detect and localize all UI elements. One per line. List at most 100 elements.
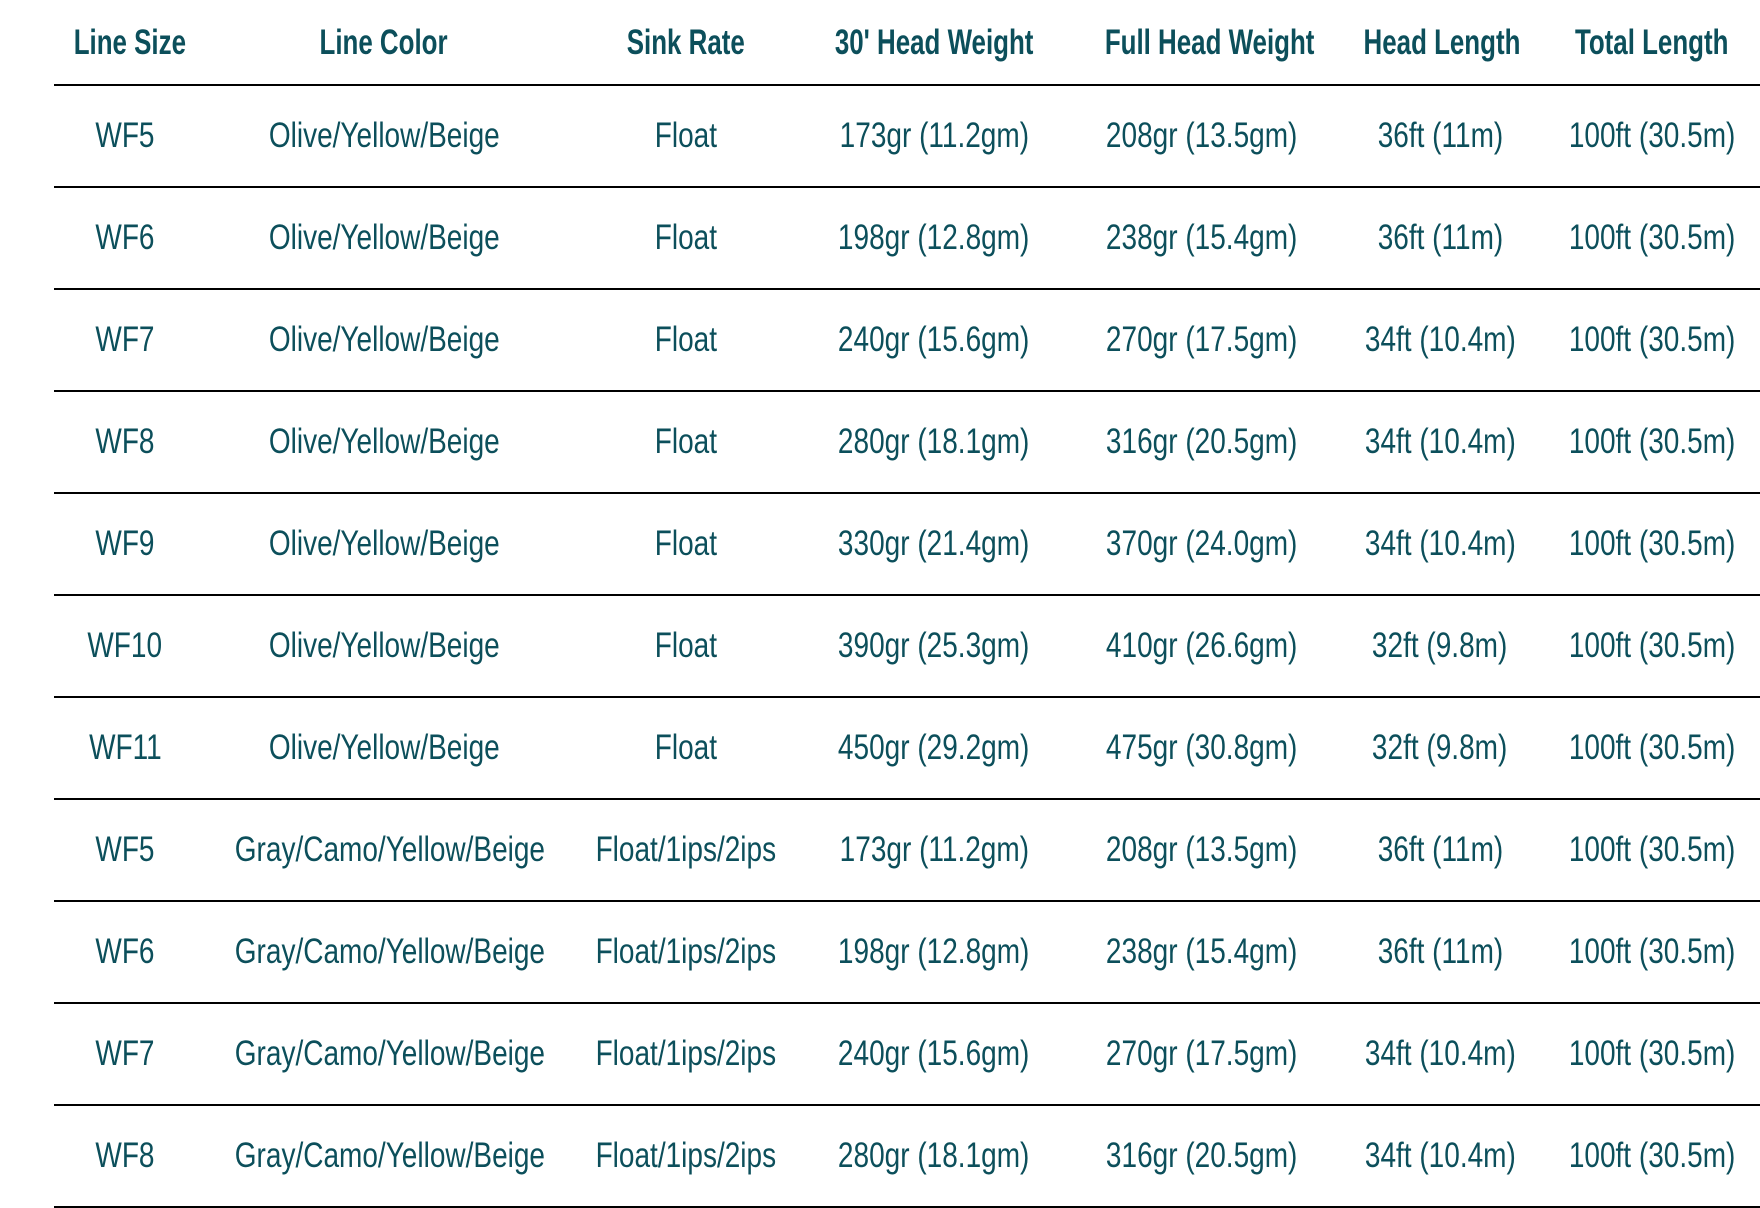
cell-full-head-weight: 410gr (26.6gm) [1068, 595, 1336, 698]
cell-value: 198gr (12.8gm) [838, 932, 1030, 971]
cell-sink-rate: Float/1ips/2ips [572, 799, 800, 902]
cell-value: WF10 [87, 626, 163, 665]
cell-value: Float [654, 320, 718, 359]
table-row: WF9 Olive/Yellow/Beige Float 330gr (21.4gm)… [54, 493, 1760, 596]
cell-head-length: 36ft (11m) [1336, 85, 1544, 188]
cell-value: 100ft (30.5m) [1568, 932, 1736, 971]
cell-value: Olive/Yellow/Beige [268, 320, 500, 359]
cell-30ft-head-weight: 280gr (18.1gm) [800, 1105, 1068, 1208]
cell-value: 316gr (20.5gm) [1106, 422, 1298, 461]
cell-sink-rate: Float [572, 85, 800, 188]
column-header-30ft-head-weight: 30' Head Weight [800, 0, 1068, 86]
cell-value: Float [654, 422, 718, 461]
cell-sink-rate: Float [572, 697, 800, 800]
cell-full-head-weight: 316gr (20.5gm) [1068, 1105, 1336, 1208]
cell-value: WF6 [95, 218, 155, 257]
cell-value: Float/1ips/2ips [595, 932, 777, 971]
cell-line-size: WF10 [54, 595, 196, 698]
column-header-label: Sink Rate [626, 23, 746, 62]
cell-value: 36ft (11m) [1377, 218, 1503, 257]
column-header-head-length: Head Length [1336, 0, 1544, 86]
cell-value: Float [654, 728, 718, 767]
table-row: WF11 Olive/Yellow/Beige Float 450gr (29.2gm… [54, 697, 1760, 800]
cell-value: 208gr (13.5gm) [1106, 116, 1298, 155]
column-header-sink-rate: Sink Rate [572, 0, 800, 86]
cell-full-head-weight: 316gr (20.5gm) [1068, 391, 1336, 494]
cell-total-length: 100ft (30.5m) [1544, 289, 1760, 392]
cell-sink-rate: Float [572, 391, 800, 494]
cell-head-length: 32ft (9.8m) [1336, 697, 1544, 800]
cell-value: 100ft (30.5m) [1568, 1034, 1736, 1073]
cell-value: 100ft (30.5m) [1568, 320, 1736, 359]
cell-value: 100ft (30.5m) [1568, 524, 1736, 563]
cell-value: Olive/Yellow/Beige [268, 728, 500, 767]
fly-line-spec-table: Line Size Line Color Sink Rate 30' Head Wei… [54, 0, 1760, 1208]
cell-value: Float/1ips/2ips [595, 1034, 777, 1073]
cell-30ft-head-weight: 450gr (29.2gm) [800, 697, 1068, 800]
cell-value: Float [654, 116, 718, 155]
cell-value: Olive/Yellow/Beige [268, 422, 500, 461]
cell-value: Float [654, 218, 718, 257]
cell-value: Float/1ips/2ips [595, 830, 777, 869]
cell-value: 100ft (30.5m) [1568, 830, 1736, 869]
table-row: WF7 Olive/Yellow/Beige Float 240gr (15.6gm)… [54, 289, 1760, 392]
cell-value: 450gr (29.2gm) [838, 728, 1030, 767]
cell-full-head-weight: 238gr (15.4gm) [1068, 901, 1336, 1004]
cell-sink-rate: Float [572, 187, 800, 290]
cell-value: Gray/Camo/Yellow/Beige [234, 1136, 546, 1175]
cell-total-length: 100ft (30.5m) [1544, 799, 1760, 902]
column-header-full-head-weight: Full Head Weight [1068, 0, 1336, 86]
cell-full-head-weight: 238gr (15.4gm) [1068, 187, 1336, 290]
cell-30ft-head-weight: 330gr (21.4gm) [800, 493, 1068, 596]
cell-value: 410gr (26.6gm) [1106, 626, 1298, 665]
cell-total-length: 100ft (30.5m) [1544, 901, 1760, 1004]
cell-value: 238gr (15.4gm) [1106, 932, 1298, 971]
cell-full-head-weight: 208gr (13.5gm) [1068, 85, 1336, 188]
cell-value: 34ft (10.4m) [1364, 422, 1516, 461]
column-header-label: Total Length [1575, 23, 1729, 62]
cell-value: WF7 [95, 1034, 155, 1073]
column-header-line-size: Line Size [54, 0, 196, 86]
cell-head-length: 34ft (10.4m) [1336, 1105, 1544, 1208]
cell-line-size: WF8 [54, 391, 196, 494]
cell-value: Olive/Yellow/Beige [268, 626, 500, 665]
cell-value: 173gr (11.2gm) [839, 116, 1029, 155]
cell-line-size: WF7 [54, 1003, 196, 1106]
cell-value: 36ft (11m) [1377, 932, 1503, 971]
cell-full-head-weight: 370gr (24.0gm) [1068, 493, 1336, 596]
cell-line-size: WF8 [54, 1105, 196, 1208]
cell-total-length: 100ft (30.5m) [1544, 1105, 1760, 1208]
column-header-total-length: Total Length [1544, 0, 1760, 86]
cell-line-size: WF6 [54, 901, 196, 1004]
cell-line-color: Olive/Yellow/Beige [196, 391, 572, 494]
cell-total-length: 100ft (30.5m) [1544, 595, 1760, 698]
cell-sink-rate: Float [572, 289, 800, 392]
cell-value: 100ft (30.5m) [1568, 626, 1736, 665]
cell-full-head-weight: 270gr (17.5gm) [1068, 1003, 1336, 1106]
cell-value: WF6 [95, 932, 155, 971]
table-header-row: Line Size Line Color Sink Rate 30' Head Wei… [54, 0, 1760, 86]
cell-value: Gray/Camo/Yellow/Beige [234, 932, 546, 971]
cell-line-color: Olive/Yellow/Beige [196, 187, 572, 290]
cell-head-length: 34ft (10.4m) [1336, 289, 1544, 392]
cell-value: 240gr (15.6gm) [838, 320, 1030, 359]
column-header-label: Line Color [319, 23, 449, 62]
cell-30ft-head-weight: 173gr (11.2gm) [800, 799, 1068, 902]
cell-full-head-weight: 270gr (17.5gm) [1068, 289, 1336, 392]
cell-value: 238gr (15.4gm) [1106, 218, 1298, 257]
cell-line-size: WF9 [54, 493, 196, 596]
table-row: WF8 Olive/Yellow/Beige Float 280gr (18.1gm)… [54, 391, 1760, 494]
cell-head-length: 34ft (10.4m) [1336, 1003, 1544, 1106]
cell-full-head-weight: 208gr (13.5gm) [1068, 799, 1336, 902]
column-header-label: Head Length [1363, 23, 1521, 62]
cell-value: 34ft (10.4m) [1364, 320, 1516, 359]
cell-value: Olive/Yellow/Beige [268, 116, 500, 155]
cell-value: 316gr (20.5gm) [1106, 1136, 1298, 1175]
cell-value: WF8 [95, 1136, 155, 1175]
cell-head-length: 34ft (10.4m) [1336, 391, 1544, 494]
cell-line-size: WF5 [54, 799, 196, 902]
cell-value: 36ft (11m) [1377, 116, 1503, 155]
cell-value: 34ft (10.4m) [1364, 1034, 1516, 1073]
cell-value: Float [654, 626, 718, 665]
column-header-line-color: Line Color [196, 0, 572, 86]
